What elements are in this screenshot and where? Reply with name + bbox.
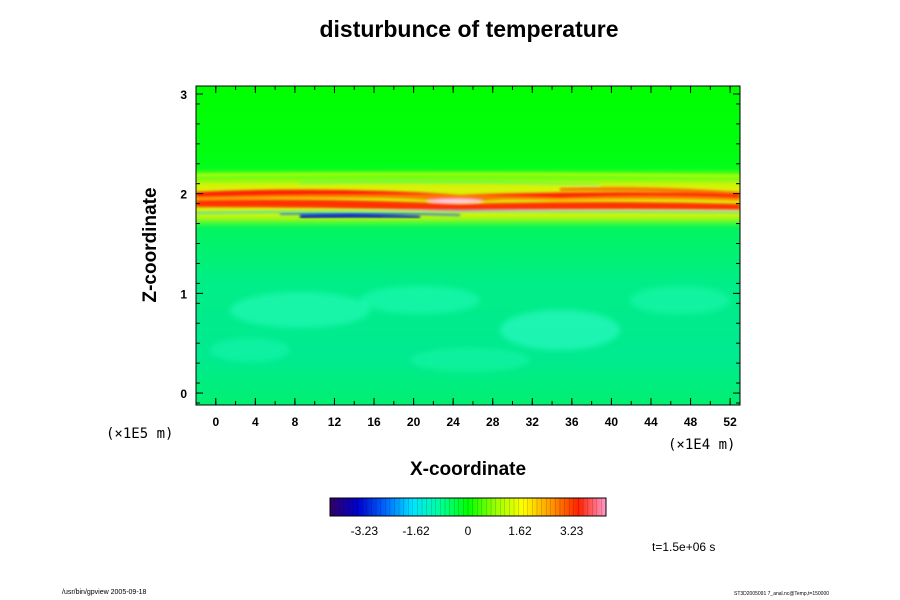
x-tick-label: 48: [684, 415, 698, 429]
colorbar-tick-label: 0: [465, 524, 472, 538]
y-tick-label: 3: [180, 88, 187, 102]
y-tick-label: 2: [180, 188, 187, 202]
footer-source: ST3D2005091 7_anal.nc@Temp,t=150000: [734, 591, 830, 597]
x-tick-label: 32: [526, 415, 540, 429]
colorbar-tick-label: -3.23: [351, 524, 379, 538]
x-axis-label: X-coordinate: [409, 459, 527, 480]
y-tick-labels: 0 1 2 3: [180, 88, 187, 401]
x-axis-unit: (×1E4 m): [668, 437, 736, 453]
x-tick-label: 0: [212, 415, 219, 429]
warm-band-core: [196, 172, 740, 214]
x-tick-label: 4: [252, 415, 259, 429]
x-tick-label: 28: [486, 415, 500, 429]
time-label: t=1.5e+06 s: [652, 540, 716, 554]
x-tick-labels: 0 4 8 12 16 20 24 28 32 36 40 44 48 52: [212, 415, 737, 429]
y-tick-label: 1: [180, 287, 187, 301]
axis-ticks: [195, 86, 740, 405]
colorbar-tick-label: 1.62: [508, 524, 532, 538]
y-axis-label: Z-coordinate: [140, 187, 161, 303]
x-tick-label: 40: [605, 415, 619, 429]
cool-layer: [210, 286, 730, 372]
x-tick-label: 52: [723, 415, 737, 429]
x-tick-label: 16: [367, 415, 381, 429]
x-tick-label: 36: [565, 415, 579, 429]
heatmap-field: [196, 86, 740, 405]
colorbar-tick-label: 3.23: [560, 524, 584, 538]
colorbar-tick-label: -1.62: [402, 524, 430, 538]
x-tick-label: 24: [446, 415, 460, 429]
x-tick-label: 12: [328, 415, 342, 429]
colorbar-divisions: [334, 498, 602, 516]
y-axis-unit: (×1E5 m): [106, 426, 174, 442]
x-tick-label: 44: [644, 415, 658, 429]
x-tick-label: 20: [407, 415, 421, 429]
chart-title: disturbunce of temperature: [319, 16, 619, 42]
footer-command: /usr/bin/gpview 2005-09-18: [62, 589, 147, 596]
colorbar-tick-labels: -3.23 -1.62 0 1.62 3.23: [351, 524, 584, 538]
plot-frame: [195, 85, 741, 406]
y-tick-label: 0: [180, 387, 187, 401]
cold-streak: [279, 212, 461, 218]
x-tick-label: 8: [292, 415, 299, 429]
